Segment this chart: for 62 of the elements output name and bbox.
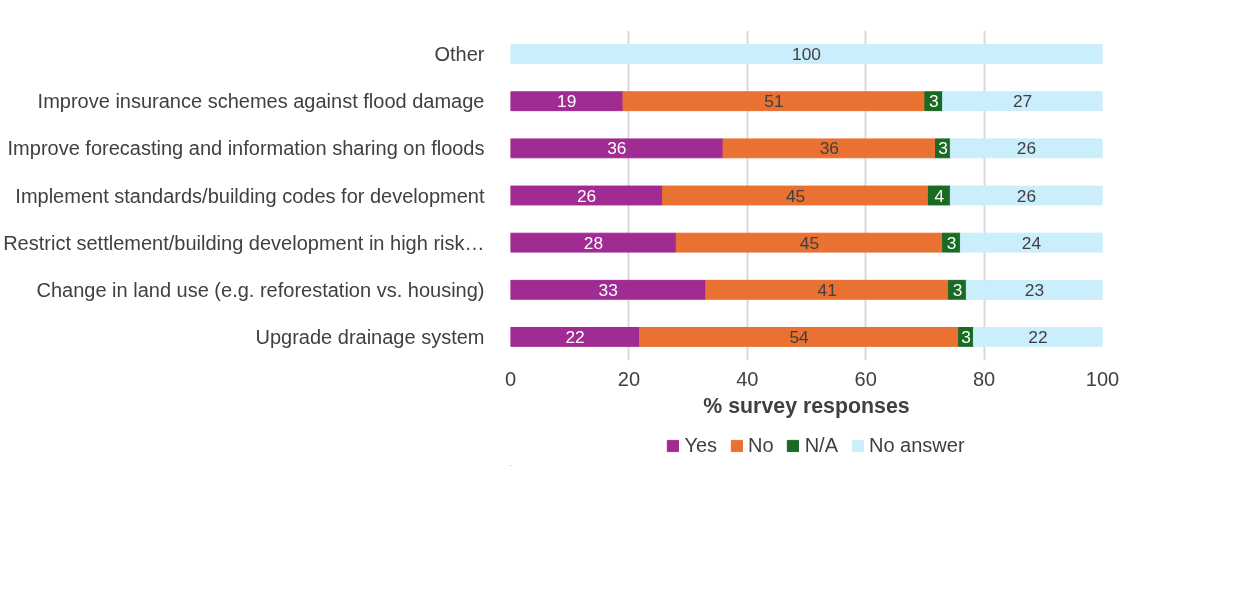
bar	[510, 91, 624, 112]
data-label: 36	[819, 138, 839, 159]
bar	[942, 91, 1103, 112]
bar	[510, 185, 664, 206]
bar	[965, 279, 1103, 300]
data-label: 3	[961, 326, 971, 347]
data-label: 28	[583, 232, 604, 253]
data-label: 41	[817, 279, 837, 300]
data-label: 24	[1021, 232, 1042, 253]
y-tick-label: Other	[434, 43, 485, 66]
y-tick-label: Restrict settlement/building development in high risk…	[3, 231, 485, 254]
data-label: 45	[785, 185, 806, 206]
bar	[972, 327, 1103, 347]
data-label: 36	[607, 138, 627, 159]
data-label: 100	[792, 44, 821, 65]
data-label: 27	[1012, 91, 1033, 112]
bar	[705, 279, 950, 300]
data-label: 22	[1028, 326, 1048, 347]
bar	[622, 91, 926, 112]
data-label: 4	[934, 185, 945, 206]
data-label: 51	[764, 91, 784, 112]
x-axis-title: % survey responses	[703, 393, 910, 418]
y-tick-label: Improve forecasting and information sharing on floods	[7, 137, 485, 160]
y-tick-label: Implement standards/building codes for development	[15, 184, 485, 207]
x-tick-label: 80	[972, 367, 996, 390]
bar	[959, 232, 1103, 253]
x-tick-label: 100	[1085, 367, 1120, 390]
bar	[510, 327, 641, 347]
bar	[662, 185, 929, 206]
data-label: 33	[598, 279, 618, 300]
x-tick-label: 20	[617, 367, 641, 390]
bar	[510, 138, 724, 159]
data-label: 26	[1016, 185, 1037, 206]
x-tick-label: 60	[854, 367, 877, 390]
bar	[510, 279, 707, 300]
data-label: 19	[557, 91, 577, 112]
data-label: 26	[576, 185, 597, 206]
bar	[949, 185, 1103, 206]
bar	[639, 327, 960, 347]
bar	[949, 138, 1103, 159]
legend-label: Yes	[684, 433, 718, 457]
data-label: 45	[799, 232, 820, 253]
legend-label: No answer	[868, 433, 965, 457]
data-label: 3	[946, 232, 957, 253]
data-label: 3	[938, 138, 948, 159]
data-label: 23	[1024, 279, 1045, 300]
data-label: 54	[789, 326, 810, 347]
legend-label: N/A	[804, 433, 838, 457]
y-tick-label: Upgrade drainage system	[255, 325, 485, 348]
data-label: 26	[1016, 138, 1037, 159]
data-label: 3	[928, 91, 939, 112]
y-tick-label: Change in land use (e.g. reforestation vs. housing)	[36, 278, 485, 301]
y-tick-label: Improve insurance schemes against flood damage	[37, 90, 485, 113]
bar	[510, 232, 677, 253]
bar	[722, 138, 937, 159]
bar	[510, 44, 1103, 64]
data-label: 3	[952, 279, 963, 300]
data-label: 22	[565, 326, 585, 347]
legend-label: No	[748, 433, 774, 457]
x-tick-label: 40	[736, 367, 759, 390]
bar	[675, 232, 944, 253]
x-tick-label: 0	[504, 367, 517, 390]
